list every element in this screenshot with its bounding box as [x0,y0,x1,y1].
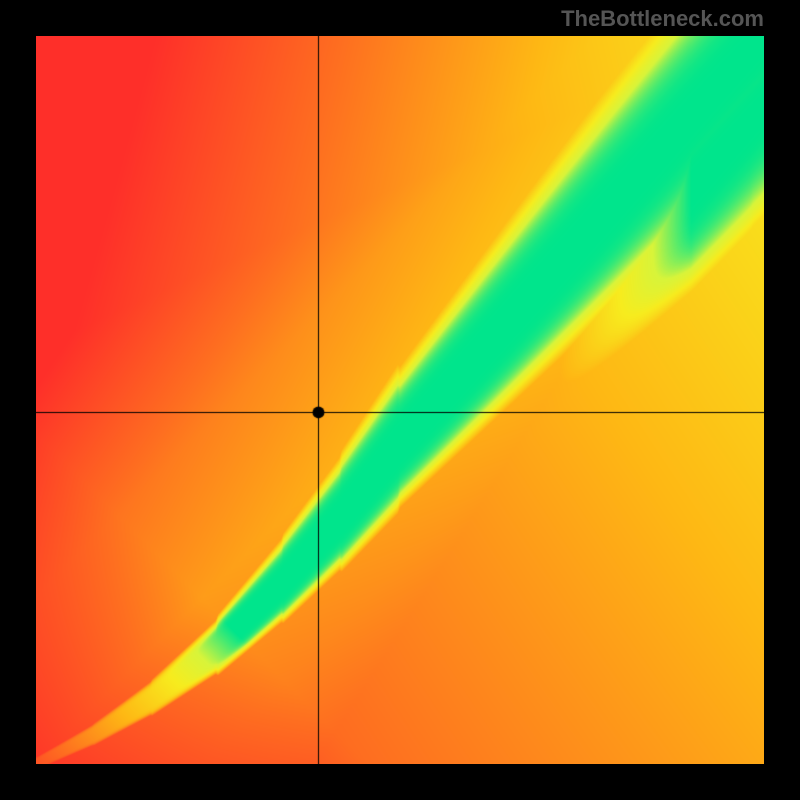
bottleneck-heatmap-canvas [36,36,764,764]
chart-stage: TheBottleneck.com [0,0,800,800]
watermark-text: TheBottleneck.com [561,6,764,32]
